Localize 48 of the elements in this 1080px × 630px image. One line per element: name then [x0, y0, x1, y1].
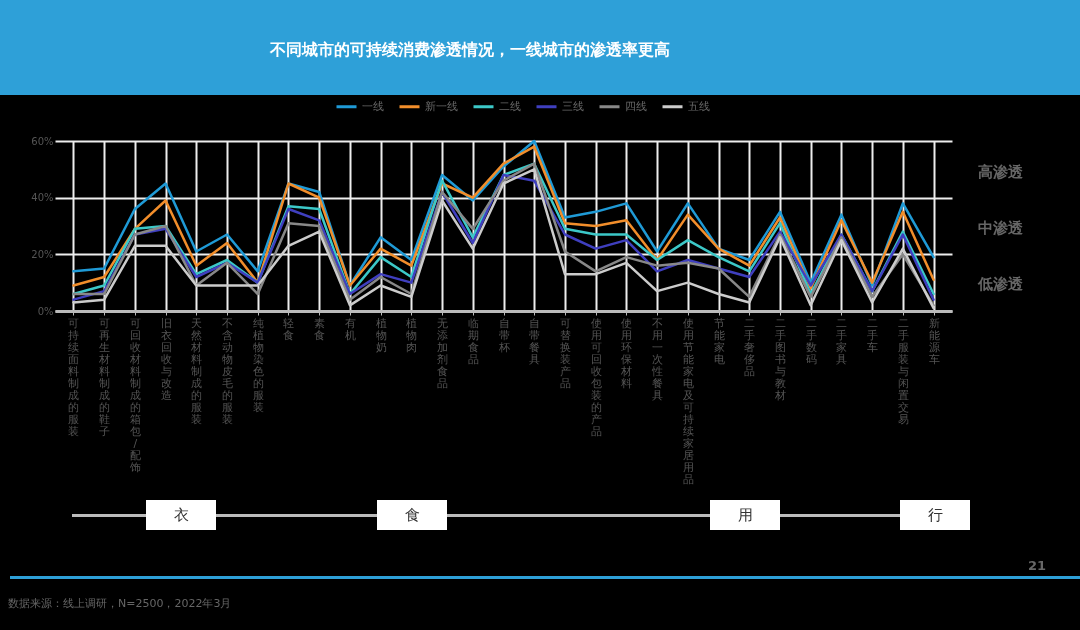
legend-label: 四线	[625, 99, 647, 113]
category-label: 不含动物皮毛的服装	[222, 316, 234, 426]
x-tick-label: 二手图书与教材	[773, 316, 786, 402]
text: 用	[710, 500, 780, 530]
category-label: 天然材料制成的服装	[191, 316, 203, 426]
y-tick-label: 40%	[31, 192, 54, 204]
x-tick-label: 使用环保材料	[620, 316, 633, 390]
category-label: 可回收材料制成的箱包/配饰	[129, 316, 141, 474]
x-tick-label: 二手奢侈品	[744, 316, 756, 378]
text: 衣	[146, 500, 216, 530]
text: 21	[1028, 558, 1047, 573]
text: 高渗透	[978, 163, 1023, 182]
x-tick-label: 植物奶	[375, 316, 387, 354]
x-tick-label: 二手数码	[805, 316, 817, 366]
legend-label: 二线	[499, 99, 521, 113]
chart-title: 不同城市的可持续消费渗透情况，一线城市的渗透率更高	[270, 40, 670, 61]
text: 食	[377, 500, 447, 530]
x-tick-label: 临期食品	[467, 316, 479, 366]
x-tick-label: 无添加剂食品	[437, 316, 449, 390]
y-tick-label: 20%	[31, 248, 54, 260]
category-label: 可持续面料制成的服装	[68, 316, 80, 438]
text: 行	[900, 500, 970, 530]
category-label: 使用可回收包装的产品	[590, 316, 602, 438]
x-tick-label: 植物肉	[406, 316, 418, 354]
x-tick-label: 新能源车	[928, 316, 940, 366]
x-tick-label: 节能家电	[713, 316, 725, 366]
legend-label: 三线	[562, 99, 584, 113]
legend-label: 一线	[362, 99, 384, 113]
x-tick-label: 有机	[344, 316, 356, 342]
legend-label: 新一线	[425, 99, 458, 113]
y-tick-label: 0%	[37, 305, 54, 317]
x-tick-label: 二手车	[867, 316, 879, 354]
y-tick-label: 60%	[31, 135, 54, 147]
x-tick-label: 轻食	[283, 316, 295, 342]
category-label: 可再生材料制成的鞋子	[99, 316, 111, 438]
x-tick-label: 旧衣回收与改造	[160, 316, 172, 402]
text: 低渗透	[978, 275, 1023, 294]
x-tick-label: 可替换装产品	[559, 316, 571, 390]
x-tick-label: 素食	[314, 316, 326, 342]
x-tick-label: 二手家具	[836, 316, 848, 366]
source-note: 数据来源：线上调研，N=2500，2022年3月	[8, 596, 232, 611]
legend-label: 五线	[688, 99, 710, 113]
x-tick-label: 自带餐具	[529, 316, 541, 366]
x-tick-label: 纯植物染色的服装	[252, 316, 264, 414]
category-label: 二手服装与闲置交易	[897, 316, 909, 426]
category-label: 使用节能家电及可持续家居用品	[682, 316, 694, 486]
text: 中渗透	[978, 219, 1023, 238]
x-tick-label: 自带杯	[497, 316, 510, 354]
